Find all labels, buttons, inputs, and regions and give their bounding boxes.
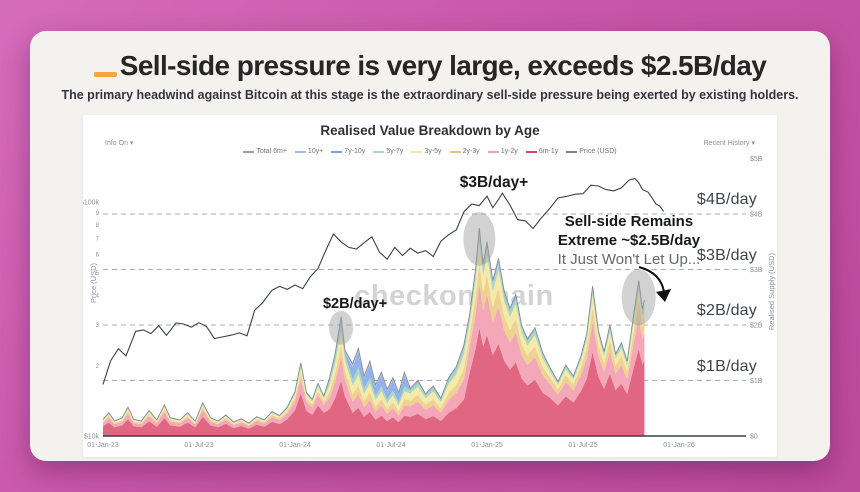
y-axis-title-realised-supply: Realised Supply (USD)	[767, 253, 776, 331]
legend-item-total-6m-[interactable]: Total 6m+	[243, 148, 287, 155]
legend-label: 5y-7y	[386, 148, 404, 155]
left-tick-label: 5	[96, 271, 100, 277]
highlight-circle	[329, 310, 354, 345]
legend-label: 2y-3y	[462, 148, 480, 155]
legend-swatch	[487, 150, 499, 153]
info-on-dropdown[interactable]: Info On ▾	[105, 140, 134, 147]
chart-plot: 01-Jan-23 01-Jul-23 01-Jan-24 01-Jul-24 01-J…	[83, 156, 763, 449]
legend-label: 7y-10y	[344, 148, 366, 155]
right-tick-label: $1B	[750, 378, 763, 385]
legend-label: 3y-5y	[424, 148, 442, 155]
x-tick-label: 01-Jul-25	[568, 442, 597, 449]
legend-item-6m-1y[interactable]: 6m-1y	[525, 148, 559, 155]
legend-label: Total 6m+	[256, 148, 287, 155]
total-6m-line	[102, 227, 645, 424]
legend-swatch	[294, 150, 306, 153]
chart-legend: Total 6m+ 10y+ 7y-10y 5y-7y 3y-5y 2y-3y 1y-2y 6…	[83, 148, 777, 155]
left-tick-label: 3	[96, 323, 100, 329]
legend-label: 6m-1y	[538, 148, 559, 155]
y-axis-title-price: Price (USD)	[89, 263, 98, 304]
price-line	[102, 177, 665, 385]
right-tick-label: $2B	[750, 323, 763, 330]
chart-title: Realised Value Breakdown by Age	[320, 123, 540, 138]
recent-history-dropdown[interactable]: Recent History ▾	[703, 140, 755, 147]
left-tick-label: $100k	[83, 200, 99, 207]
accent-underscore	[93, 72, 117, 77]
band-area-7y-10y	[103, 230, 645, 424]
right-tick-label: $5B	[750, 156, 763, 163]
legend-item-3y-5y[interactable]: 3y-5y	[411, 148, 442, 155]
legend-swatch	[331, 150, 343, 153]
highlight-circle	[621, 269, 656, 326]
arrow-line	[638, 266, 665, 293]
legend-label: Price (USD)	[579, 148, 617, 155]
legend-swatch	[449, 150, 461, 153]
x-tick-label: 01-Jan-26	[663, 442, 695, 449]
right-tick-label: $3B	[750, 267, 763, 274]
legend-item-1y-2y[interactable]: 1y-2y	[487, 148, 518, 155]
highlight-circle	[463, 211, 496, 266]
legend-item-7y-10y[interactable]: 7y-10y	[331, 148, 365, 155]
slide-subtitle: The primary headwind against Bitcoin at …	[61, 88, 799, 102]
legend-item-2y-3y[interactable]: 2y-3y	[449, 148, 480, 155]
legend-swatch	[525, 150, 537, 153]
legend-item-10y-[interactable]: 10y+	[294, 148, 324, 155]
legend-item-price-usd-[interactable]: Price (USD)	[566, 148, 617, 155]
x-tick-label: 01-Jan-24	[279, 442, 311, 449]
x-tick-label: 01-Jan-23	[87, 442, 119, 449]
legend-swatch	[566, 150, 578, 153]
slide-title: Sell-side pressure is very large, exceed…	[119, 50, 767, 81]
legend-label: 10y+	[307, 148, 324, 155]
legend-swatch	[411, 150, 423, 153]
left-tick-label: 6	[96, 252, 100, 258]
x-tick-label: 01-Jul-24	[376, 442, 405, 449]
x-tick-label: 01-Jan-25	[471, 442, 503, 449]
right-tick-label: $0	[750, 434, 758, 441]
legend-item-5y-7y[interactable]: 5y-7y	[373, 148, 403, 155]
band-area-6m-1y	[103, 327, 645, 436]
slide-title-row: Sell-side pressure is very large, exceed…	[30, 41, 830, 83]
slide-card: Sell-side pressure is very large, exceed…	[30, 31, 830, 461]
legend-label: 1y-2y	[500, 148, 518, 155]
right-tick-label: $4B	[750, 212, 763, 219]
x-tick-label: 01-Jul-23	[184, 442, 213, 449]
left-tick-label: 9	[96, 211, 100, 217]
legend-swatch	[373, 150, 385, 153]
legend-swatch	[243, 150, 255, 153]
left-tick-label: 7	[96, 237, 100, 243]
left-tick-label: 4	[96, 294, 100, 300]
left-tick-label: $10k	[84, 434, 100, 441]
left-tick-label: 8	[96, 223, 100, 229]
arrow-head-icon	[656, 289, 671, 302]
left-tick-label: 2	[96, 364, 100, 370]
chart-panel: Realised Value Breakdown by Age Info On …	[83, 115, 777, 457]
